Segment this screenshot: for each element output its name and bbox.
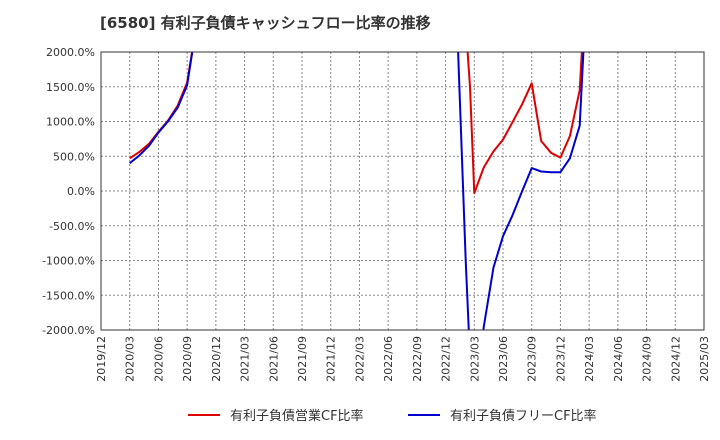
legend: 有利子負債営業CF比率 有利子負債フリーCF比率 — [188, 408, 597, 424]
x-tick-label: 2022/09 — [411, 336, 424, 382]
x-tick-label: 2024/06 — [612, 336, 625, 382]
y-tick-label: 0.0% — [67, 185, 95, 198]
plot-border — [100, 51, 705, 331]
legend-label-2: 有利子負債フリーCF比率 — [450, 408, 597, 424]
y-tick-label: 1000.0% — [46, 116, 95, 129]
x-tick-label: 2023/06 — [497, 336, 510, 382]
x-tick-label: 2022/03 — [353, 336, 366, 382]
x-tick-label: 2019/12 — [95, 336, 108, 382]
x-tick-label: 2025/03 — [698, 336, 711, 382]
legend-label-1: 有利子負債営業CF比率 — [230, 408, 364, 424]
x-tick-label: 2020/03 — [124, 336, 137, 382]
y-tick-label: 500.0% — [53, 150, 95, 163]
x-tick-label: 2023/09 — [526, 336, 539, 382]
x-tick-label: 2021/09 — [296, 336, 309, 382]
y-tick-label: 2000.0% — [46, 46, 95, 59]
chart-title: [6580] 有利子負債キャッシュフロー比率の推移 — [100, 14, 431, 32]
x-tick-label: 2023/12 — [554, 336, 567, 382]
x-tick-label: 2024/09 — [641, 336, 654, 382]
x-tick-label: 2021/12 — [325, 336, 338, 382]
x-tick-label: 2021/06 — [267, 336, 280, 382]
x-tick-label: 2023/03 — [468, 336, 481, 382]
y-tick-label: -2000.0% — [42, 324, 95, 337]
x-tick-label: 2020/12 — [210, 336, 223, 382]
series-line-2 — [129, 52, 585, 330]
x-tick-label: 2024/03 — [583, 336, 596, 382]
x-tick-label: 2020/06 — [152, 336, 165, 382]
x-tick-label: 2021/03 — [239, 336, 252, 382]
y-tick-label: -1000.0% — [42, 255, 95, 268]
x-tick-label: 2022/06 — [382, 336, 395, 382]
x-axis-labels: 2019/12 2020/03 2020/06 2020/09 2020/12 2021/… — [95, 336, 711, 382]
x-tick-label: 2020/09 — [181, 336, 194, 382]
y-tick-label: -1500.0% — [42, 289, 95, 302]
y-tick-label: -500.0% — [49, 220, 95, 233]
x-tick-label: 2024/12 — [669, 336, 682, 382]
x-tick-label: 2022/12 — [440, 336, 453, 382]
y-tick-label: 1500.0% — [46, 81, 95, 94]
series-lines — [129, 52, 585, 330]
y-axis-labels: 2000.0% 1500.0% 1000.0% 500.0% 0.0% -500.0% -1… — [42, 46, 95, 337]
